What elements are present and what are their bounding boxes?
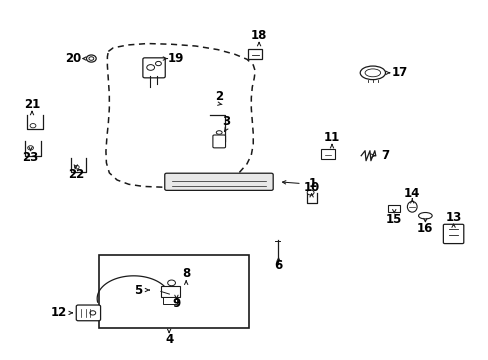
Circle shape — [90, 311, 96, 315]
Ellipse shape — [365, 69, 380, 77]
Bar — [161, 286, 180, 297]
Text: 22: 22 — [67, 168, 84, 181]
FancyBboxPatch shape — [212, 135, 225, 148]
Ellipse shape — [360, 66, 385, 80]
Text: 17: 17 — [391, 66, 407, 79]
Text: 10: 10 — [303, 181, 319, 194]
Text: 21: 21 — [24, 98, 40, 111]
Text: 5: 5 — [134, 284, 142, 297]
Circle shape — [306, 190, 313, 195]
Circle shape — [74, 165, 79, 169]
Text: 4: 4 — [164, 333, 173, 346]
Circle shape — [28, 146, 33, 150]
FancyBboxPatch shape — [76, 305, 101, 321]
Text: 18: 18 — [250, 29, 267, 42]
Ellipse shape — [418, 212, 431, 219]
Ellipse shape — [216, 131, 222, 134]
Text: 13: 13 — [445, 211, 461, 224]
Bar — [321, 149, 334, 159]
Circle shape — [155, 62, 161, 66]
Text: 7: 7 — [381, 149, 389, 162]
Text: 2: 2 — [215, 90, 223, 103]
Text: 6: 6 — [274, 259, 282, 272]
Circle shape — [86, 55, 96, 62]
Text: 11: 11 — [323, 131, 340, 144]
FancyBboxPatch shape — [164, 173, 273, 190]
FancyBboxPatch shape — [142, 58, 165, 78]
FancyBboxPatch shape — [443, 224, 463, 244]
Text: 16: 16 — [416, 222, 433, 235]
Circle shape — [167, 280, 175, 286]
Text: 8: 8 — [182, 267, 190, 280]
Text: 1: 1 — [308, 177, 316, 190]
Text: 15: 15 — [386, 213, 402, 226]
Text: 19: 19 — [167, 52, 183, 65]
Bar — [248, 49, 262, 59]
Circle shape — [89, 57, 94, 60]
Text: 20: 20 — [65, 52, 81, 65]
Text: 14: 14 — [403, 187, 420, 200]
Text: 12: 12 — [51, 306, 67, 319]
Ellipse shape — [407, 202, 416, 212]
Bar — [99, 255, 249, 328]
Text: 3: 3 — [222, 114, 230, 127]
Circle shape — [30, 123, 36, 128]
Bar — [387, 204, 399, 212]
Circle shape — [146, 64, 154, 70]
Bar — [163, 297, 177, 303]
Text: 9: 9 — [172, 297, 180, 310]
Text: 23: 23 — [22, 151, 39, 165]
